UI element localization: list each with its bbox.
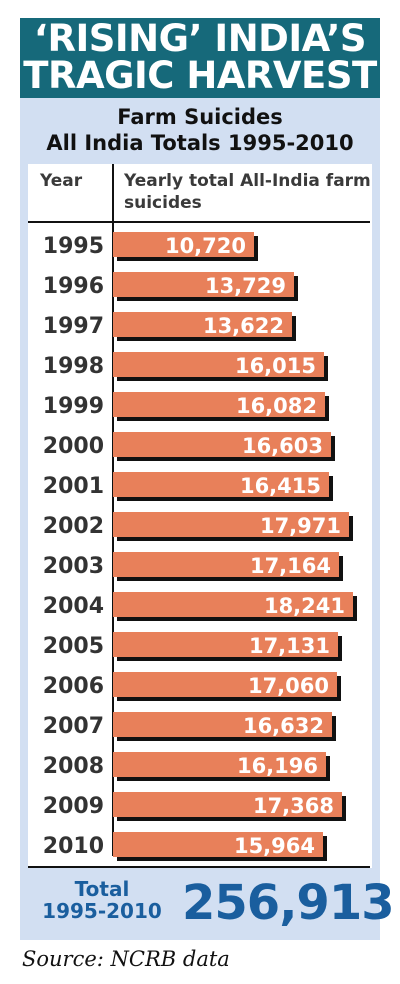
year-label-2005: 2005	[43, 634, 104, 659]
title-band: ‘RISING’ INDIA’S TRAGIC HARVEST	[20, 18, 380, 98]
bar-value-label-1999: 16,082	[236, 394, 317, 418]
bar-value-label-1997: 13,622	[203, 314, 284, 338]
source-note: Source: NCRB data	[22, 947, 230, 971]
bar-value-label-1995: 10,720	[165, 234, 246, 258]
bar-value-label-2000: 16,603	[242, 434, 323, 458]
title-line-2: TRAGIC HARVEST	[23, 54, 377, 97]
total-label: Total 1995-2010	[32, 878, 172, 922]
bar-value-label-2004: 18,241	[264, 594, 345, 618]
total-label-line-1: Total	[74, 877, 130, 901]
year-label-1996: 1996	[43, 274, 104, 299]
bar-2006	[113, 672, 337, 697]
bar-value-label-2002: 17,971	[260, 514, 341, 538]
bar-2009	[113, 792, 342, 817]
bar-value-label-2001: 16,415	[240, 474, 321, 498]
bar-1999	[113, 392, 325, 417]
year-label-1995: 1995	[43, 234, 104, 259]
column-divider	[112, 164, 114, 856]
year-label-1997: 1997	[43, 314, 104, 339]
year-label-1999: 1999	[43, 394, 104, 419]
bar-value-label-2010: 15,964	[234, 834, 315, 858]
total-rule	[28, 866, 370, 868]
year-label-2008: 2008	[43, 754, 104, 779]
bar-1997	[113, 312, 292, 337]
year-label-2003: 2003	[43, 554, 104, 579]
bar-value-label-2007: 16,632	[243, 714, 324, 738]
bar-2010	[113, 832, 323, 857]
bar-value-label-2009: 17,368	[253, 794, 334, 818]
year-label-2004: 2004	[43, 594, 104, 619]
subtitle-line-2: All India Totals 1995-2010	[46, 131, 354, 155]
bar-value-label-2005: 17,131	[249, 634, 330, 658]
bar-1995	[113, 232, 254, 257]
year-label-2010: 2010	[43, 834, 104, 859]
bar-1996	[113, 272, 294, 297]
column-header-value: Yearly total All-India farm suicides	[124, 171, 371, 213]
bar-2004	[113, 592, 353, 617]
header-rule	[28, 221, 370, 223]
bar-2007	[113, 712, 332, 737]
total-value: 256,913	[182, 875, 395, 931]
year-label-2001: 2001	[43, 474, 104, 499]
bar-value-label-2008: 16,196	[237, 754, 318, 778]
bar-2001	[113, 472, 329, 497]
year-label-2007: 2007	[43, 714, 104, 739]
bar-2008	[113, 752, 326, 777]
bar-2003	[113, 552, 339, 577]
subtitle-line-1: Farm Suicides	[117, 105, 283, 129]
title-line-1: ‘RISING’ INDIA’S	[33, 17, 367, 60]
bar-2005	[113, 632, 338, 657]
year-label-2000: 2000	[43, 434, 104, 459]
year-label-2006: 2006	[43, 674, 104, 699]
bar-2002	[113, 512, 349, 537]
year-label-2009: 2009	[43, 794, 104, 819]
bar-value-label-1998: 16,015	[235, 354, 316, 378]
bar-value-label-2006: 17,060	[248, 674, 329, 698]
total-label-line-2: 1995-2010	[42, 899, 162, 923]
bar-value-label-2003: 17,164	[250, 554, 331, 578]
bar-2000	[113, 432, 331, 457]
year-label-2002: 2002	[43, 514, 104, 539]
year-label-1998: 1998	[43, 354, 104, 379]
bar-1998	[113, 352, 324, 377]
column-header-year: Year	[40, 171, 83, 191]
bar-value-label-1996: 13,729	[205, 274, 286, 298]
